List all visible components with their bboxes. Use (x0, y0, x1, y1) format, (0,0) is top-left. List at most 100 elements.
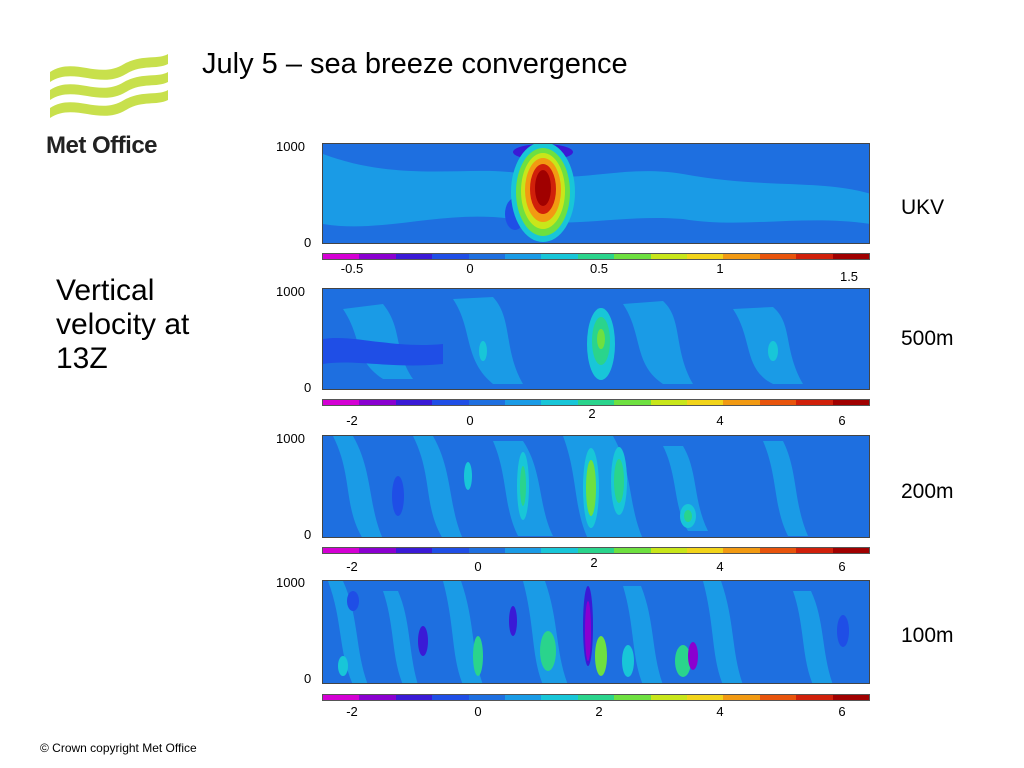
contour-plot-200m (322, 435, 870, 538)
copyright-notice: © Crown copyright Met Office (40, 741, 197, 755)
colorbar-swatch (577, 254, 615, 259)
colorbar-swatch (541, 254, 578, 259)
y-top-label: 1000 (276, 139, 305, 154)
contour-image-200m (323, 436, 869, 537)
colorbar-swatch (359, 695, 396, 700)
contour-image-100m (323, 581, 869, 683)
colorbar-swatch (687, 548, 724, 553)
colorbar-500m (322, 399, 870, 406)
colorbar-swatch (796, 400, 833, 405)
colorbar-swatch (650, 548, 688, 553)
colorbar-swatch (323, 695, 360, 700)
colorbar-tick: 0 (474, 704, 482, 719)
side-text: Vertical velocity at 13Z (56, 274, 190, 375)
colorbar-swatch (395, 400, 433, 405)
colorbar-swatch (687, 400, 724, 405)
colorbar-swatch (832, 400, 870, 405)
colorbar-tick: 4 (716, 559, 724, 574)
colorbar-swatch (359, 548, 396, 553)
colorbar-swatch (505, 695, 542, 700)
colorbar-swatch (395, 254, 433, 259)
colorbar-tick: -2 (346, 559, 358, 574)
colorbar-swatch (650, 254, 688, 259)
colorbar-swatch (432, 254, 469, 259)
colorbar-swatch (468, 400, 506, 405)
colorbar-swatch (541, 548, 578, 553)
colorbar-tick: -2 (346, 413, 358, 428)
contour-plot-500m (322, 288, 870, 390)
colorbar-tick: 1 (716, 261, 724, 276)
colorbar-swatch (468, 548, 506, 553)
colorbar-swatch (541, 400, 578, 405)
colorbar-tick: 2 (595, 704, 603, 719)
colorbar-swatch (432, 695, 469, 700)
colorbar-swatch (650, 400, 688, 405)
colorbar-tick: 0 (466, 261, 474, 276)
colorbar-swatch (832, 254, 870, 259)
y-bottom-label: 0 (304, 235, 312, 250)
colorbar-tick: 6 (838, 704, 846, 719)
colorbar-swatch (687, 254, 724, 259)
colorbar-swatch (432, 400, 469, 405)
y-top-label: 1000 (276, 431, 305, 446)
colorbar-swatch (577, 548, 615, 553)
colorbar-swatch (577, 695, 615, 700)
colorbar-tick: 0 (474, 559, 482, 574)
panel-label-100m: 100m (901, 624, 954, 647)
slide-title: July 5 – sea breeze convergence (202, 48, 628, 80)
colorbar-swatch (323, 254, 360, 259)
colorbar-200m (322, 547, 870, 554)
colorbar-tick: 6 (838, 559, 846, 574)
met-office-logo: Met Office (44, 50, 174, 165)
colorbar-swatch (323, 400, 360, 405)
colorbar-swatch (468, 254, 506, 259)
colorbar-swatch (577, 400, 615, 405)
colorbar-swatch (395, 695, 433, 700)
colorbar-swatch (723, 400, 760, 405)
colorbar-swatch (432, 548, 469, 553)
colorbar-swatch (832, 548, 870, 553)
colorbar-swatch (796, 695, 833, 700)
contour-image-ukv (323, 144, 869, 243)
colorbar-swatch (759, 548, 797, 553)
colorbar-tick: -0.5 (340, 261, 364, 276)
colorbar-swatch (832, 695, 870, 700)
colorbar-swatch (395, 548, 433, 553)
colorbar-swatch (614, 695, 651, 700)
contour-image-500m (323, 289, 869, 389)
colorbar-swatch (759, 254, 797, 259)
colorbar-swatch (505, 254, 542, 259)
colorbar-swatch (614, 548, 651, 553)
colorbar-tick: 4 (716, 704, 724, 719)
colorbar-swatch (614, 400, 651, 405)
y-bottom-label: 0 (304, 671, 312, 686)
colorbar-tick: -2 (346, 704, 358, 719)
colorbar-swatch (723, 254, 760, 259)
colorbar-swatch (505, 548, 542, 553)
colorbar-ukv (322, 253, 870, 260)
colorbar-swatch (650, 695, 688, 700)
colorbar-swatch (723, 548, 760, 553)
colorbar-tick: 0.5 (589, 261, 609, 276)
panel-label-500m: 500m (901, 327, 954, 350)
panel-label-ukv: UKV (901, 196, 945, 219)
colorbar-swatch (687, 695, 724, 700)
y-top-label: 1000 (276, 284, 305, 299)
colorbar-swatch (505, 400, 542, 405)
colorbar-swatch (723, 695, 760, 700)
colorbar-100m (322, 694, 870, 701)
contour-plot-ukv (322, 143, 870, 244)
logo-text: Met Office (46, 132, 158, 159)
colorbar-tick: 6 (838, 413, 846, 428)
colorbar-tick: 4 (716, 413, 724, 428)
colorbar-swatch (323, 548, 360, 553)
colorbar-swatch (359, 400, 396, 405)
panel-label-200m: 200m (901, 480, 954, 503)
colorbar-swatch (759, 400, 797, 405)
contour-plot-100m (322, 580, 870, 684)
colorbar-swatch (541, 695, 578, 700)
y-top-label: 1000 (276, 575, 305, 590)
colorbar-swatch (614, 254, 651, 259)
colorbar-swatch (796, 254, 833, 259)
colorbar-swatch (796, 548, 833, 553)
